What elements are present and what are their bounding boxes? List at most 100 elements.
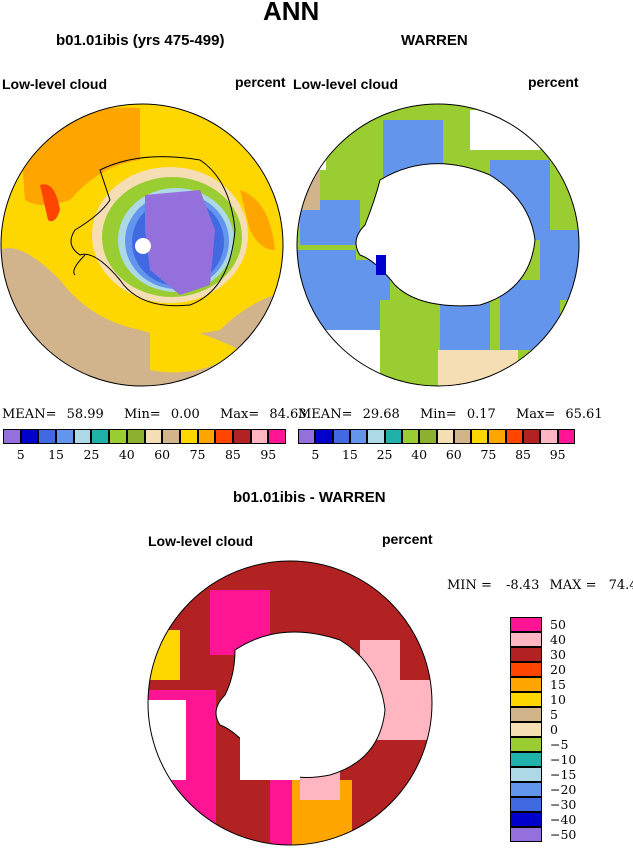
left-min-label: Min= [123, 407, 161, 422]
right-min-label: Min= [419, 407, 457, 422]
right-colorbar-swatch [401, 429, 420, 444]
bottom-colorbar-tick-label: −30 [550, 797, 577, 812]
left-colorbar-swatch [179, 429, 198, 444]
left-mean-value: 58.99 [66, 407, 104, 422]
bottom-variable-label: Low-level cloud [148, 533, 254, 549]
right-colorbar-swatch [298, 429, 316, 444]
left-colorbar-tick-label: 15 [48, 447, 65, 462]
bottom-max-value: 74.47 [608, 578, 633, 593]
left-colorbar-swatch [215, 429, 233, 444]
bottom-colorbar-tick-label: −50 [550, 827, 577, 842]
left-stats: MEAN= 58.99 Min= 0.00 Max= 84.63 [2, 407, 307, 422]
right-min-value: 0.17 [466, 407, 496, 422]
bottom-case-title: b01.01ibis - WARREN [233, 489, 386, 506]
bottom-colorbar-tick-label: 50 [550, 617, 566, 632]
bottom-colorbar [510, 617, 542, 842]
right-colorbar-swatch [419, 429, 437, 444]
right-colorbar-swatch [349, 429, 368, 444]
bottom-colorbar-tick-label: −40 [550, 812, 577, 827]
right-mean-value: 29.68 [362, 407, 400, 422]
right-colorbar-tick-label: 5 [311, 447, 320, 462]
bottom-min-value: -8.43 [506, 578, 540, 593]
bottom-colorbar-swatch [510, 812, 542, 827]
left-colorbar-swatch [197, 429, 216, 444]
right-colorbar-swatch [488, 429, 506, 444]
left-max-label: Max= [219, 407, 260, 422]
right-variable-label: Low-level cloud [293, 76, 399, 92]
bottom-colorbar-tick-label: 15 [550, 677, 566, 692]
left-colorbar-swatch [20, 429, 39, 444]
right-colorbar-swatch [315, 429, 333, 444]
left-colorbar-labels: 5 15 25 40 60 75 85 95 [3, 447, 286, 463]
left-colorbar-swatch [56, 429, 74, 444]
left-colorbar-swatch [38, 429, 57, 444]
right-colorbar-labels: 5 15 25 40 60 75 85 95 [298, 447, 575, 463]
bottom-colorbar-tick-label: 5 [550, 707, 558, 722]
right-colorbar-swatch [332, 429, 350, 444]
left-units-label: percent [235, 74, 286, 90]
bottom-colorbar-tick-label: 10 [550, 692, 566, 707]
right-units-label: percent [528, 74, 579, 90]
bottom-colorbar-swatch [510, 632, 542, 647]
right-colorbar-swatch [436, 429, 454, 444]
bottom-min-label: MIN = [447, 578, 492, 593]
bottom-colorbar-swatch [510, 827, 542, 842]
bottom-colorbar-swatch [510, 707, 542, 722]
bottom-colorbar-tick-label: 40 [550, 632, 566, 647]
bottom-colorbar-labels: 50 40 30 20 15 10 5 0 −5 −10 −15 −20 −30 −40 −50 [550, 617, 620, 842]
left-colorbar-swatch [73, 429, 92, 444]
bottom-colorbar-tick-label: 20 [550, 662, 566, 677]
right-colorbar-swatch [505, 429, 524, 444]
right-colorbar-tick-label: 85 [515, 447, 532, 462]
left-colorbar-swatch [109, 429, 127, 444]
bottom-colorbar-swatch [510, 737, 542, 752]
bottom-units-label: percent [382, 531, 433, 547]
right-colorbar-tick-label: 60 [445, 447, 462, 462]
bottom-colorbar-swatch [510, 797, 542, 812]
left-colorbar-swatch [268, 429, 286, 444]
right-colorbar-tick-label: 15 [341, 447, 358, 462]
right-colorbar-tick-label: 75 [480, 447, 497, 462]
right-colorbar-tick-label: 95 [549, 447, 566, 462]
right-colorbar-swatch [384, 429, 402, 444]
left-variable-label: Low-level cloud [2, 76, 108, 92]
left-colorbar-swatch [250, 429, 269, 444]
bottom-colorbar-tick-label: −5 [550, 737, 569, 752]
right-mean-label: MEAN= [298, 407, 353, 422]
right-stats: MEAN= 29.68 Min= 0.17 Max= 65.61 [298, 407, 603, 422]
bottom-colorbar-swatch [510, 692, 542, 707]
left-colorbar-swatch [126, 429, 145, 444]
right-colorbar-swatch [453, 429, 472, 444]
left-colorbar-tick-label: 40 [118, 447, 135, 462]
bottom-polar-map [148, 561, 432, 845]
right-max-value: 65.61 [565, 407, 603, 422]
left-mean-label: MEAN= [2, 407, 57, 422]
bottom-stats: MIN = -8.43 MAX = 74.47 [447, 578, 633, 593]
bottom-colorbar-swatch [510, 722, 542, 737]
left-colorbar-tick-label: 75 [189, 447, 206, 462]
left-colorbar [3, 429, 286, 444]
right-colorbar-swatch [523, 429, 541, 444]
right-colorbar-tick-label: 40 [411, 447, 428, 462]
left-colorbar-swatch [144, 429, 163, 444]
left-min-value: 0.00 [170, 407, 200, 422]
bottom-colorbar-swatch [510, 782, 542, 797]
left-case-title: b01.01ibis (yrs 475-499) [56, 32, 225, 49]
left-colorbar-swatch [3, 429, 21, 444]
right-max-label: Max= [515, 407, 556, 422]
bottom-max-label: MAX = [549, 578, 597, 593]
bottom-colorbar-tick-label: 30 [550, 647, 566, 662]
right-colorbar-swatch [367, 429, 385, 444]
bottom-colorbar-tick-label: −10 [550, 752, 577, 767]
left-colorbar-tick-label: 85 [224, 447, 241, 462]
left-colorbar-tick-label: 95 [260, 447, 277, 462]
right-colorbar [298, 429, 575, 444]
bottom-colorbar-swatch [510, 647, 542, 662]
bottom-colorbar-swatch [510, 767, 542, 782]
right-polar-map [297, 104, 579, 386]
right-case-title: WARREN [401, 32, 468, 49]
page-title: ANN [263, 0, 320, 26]
left-colorbar-swatch [91, 429, 110, 444]
left-colorbar-tick-label: 60 [154, 447, 171, 462]
